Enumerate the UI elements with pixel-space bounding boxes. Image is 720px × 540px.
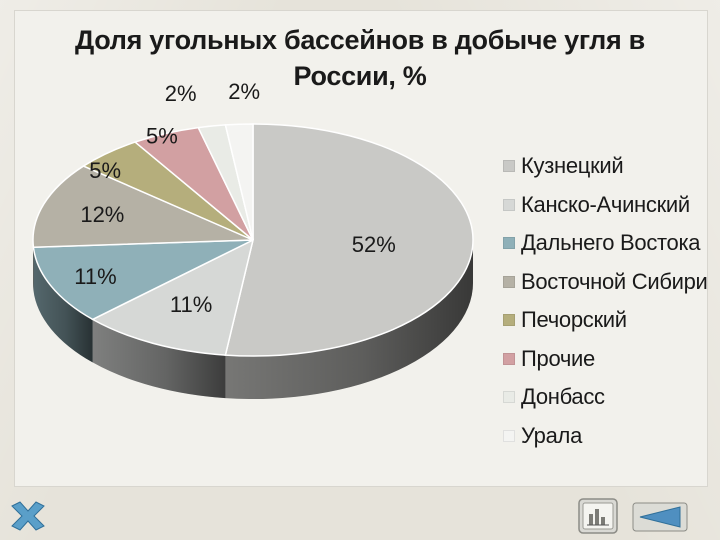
slice-value-label-0: 52% [352, 232, 396, 257]
chart-title: Доля угольных бассейнов в добыче угля в … [75, 25, 645, 91]
legend-swatch [503, 160, 515, 173]
legend-item: Восточной Сибири [503, 263, 708, 302]
pie-slice-3 [32, 165, 254, 249]
legend-swatch [503, 275, 515, 288]
legend-item: Кузнецкий [503, 147, 708, 186]
slice-value-label-1: 11% [170, 292, 212, 317]
pie-slice-0 [224, 123, 474, 357]
legend-item: Дальнего Востока [503, 224, 708, 263]
pie-slice-2 [32, 239, 254, 321]
pie-slice-1 [91, 238, 255, 356]
legend-label: Печорский [521, 307, 627, 333]
chart-legend: Кузнецкий Канско-Ачинский Дальнего Востока… [503, 147, 708, 455]
pie-side-shade-0 [225, 240, 473, 399]
legend-item: Канско-Ачинский [503, 186, 708, 225]
legend-label: Восточной Сибири [521, 268, 708, 294]
legend-item: Донбасс [503, 378, 708, 417]
legend-label: Прочие [521, 345, 595, 371]
pie-labels: 52% 11% 11% 12% 5% 5% 2% 2% [74, 79, 395, 317]
back-arrow-icon[interactable] [632, 502, 688, 532]
legend-label: Дальнего Востока [521, 230, 701, 256]
legend-swatch [503, 198, 515, 211]
legend-label: Донбасс [521, 384, 605, 410]
pie-slice-7 [224, 123, 254, 241]
close-x-icon[interactable] [8, 500, 48, 532]
legend-swatch [503, 352, 515, 365]
slice-value-label-4: 5% [89, 158, 121, 183]
pie-sides [33, 240, 473, 399]
legend-item: Урала [503, 417, 708, 456]
pie-tops [32, 123, 474, 357]
legend-swatch [503, 314, 515, 327]
legend-swatch [503, 391, 515, 404]
legend-swatch [503, 237, 515, 250]
slice-value-label-6: 2% [165, 81, 197, 106]
legend-swatch [503, 429, 515, 442]
legend-label: Урала [521, 422, 583, 448]
pie-side-shade-2 [33, 247, 93, 363]
bottom-navigation [0, 488, 720, 540]
legend-item: Прочие [503, 340, 708, 379]
slice-value-label-2: 11% [74, 264, 116, 289]
slice-value-label-3: 12% [80, 202, 124, 227]
legend-label: Кузнецкий [521, 153, 624, 179]
legend-label: Канско-Ачинский [521, 191, 690, 217]
legend-item: Печорский [503, 301, 708, 340]
chart-icon[interactable] [578, 498, 618, 534]
slice-value-label-5: 5% [146, 123, 178, 148]
slice-value-label-7: 2% [228, 79, 260, 104]
pie-side-shade-1 [92, 319, 226, 399]
